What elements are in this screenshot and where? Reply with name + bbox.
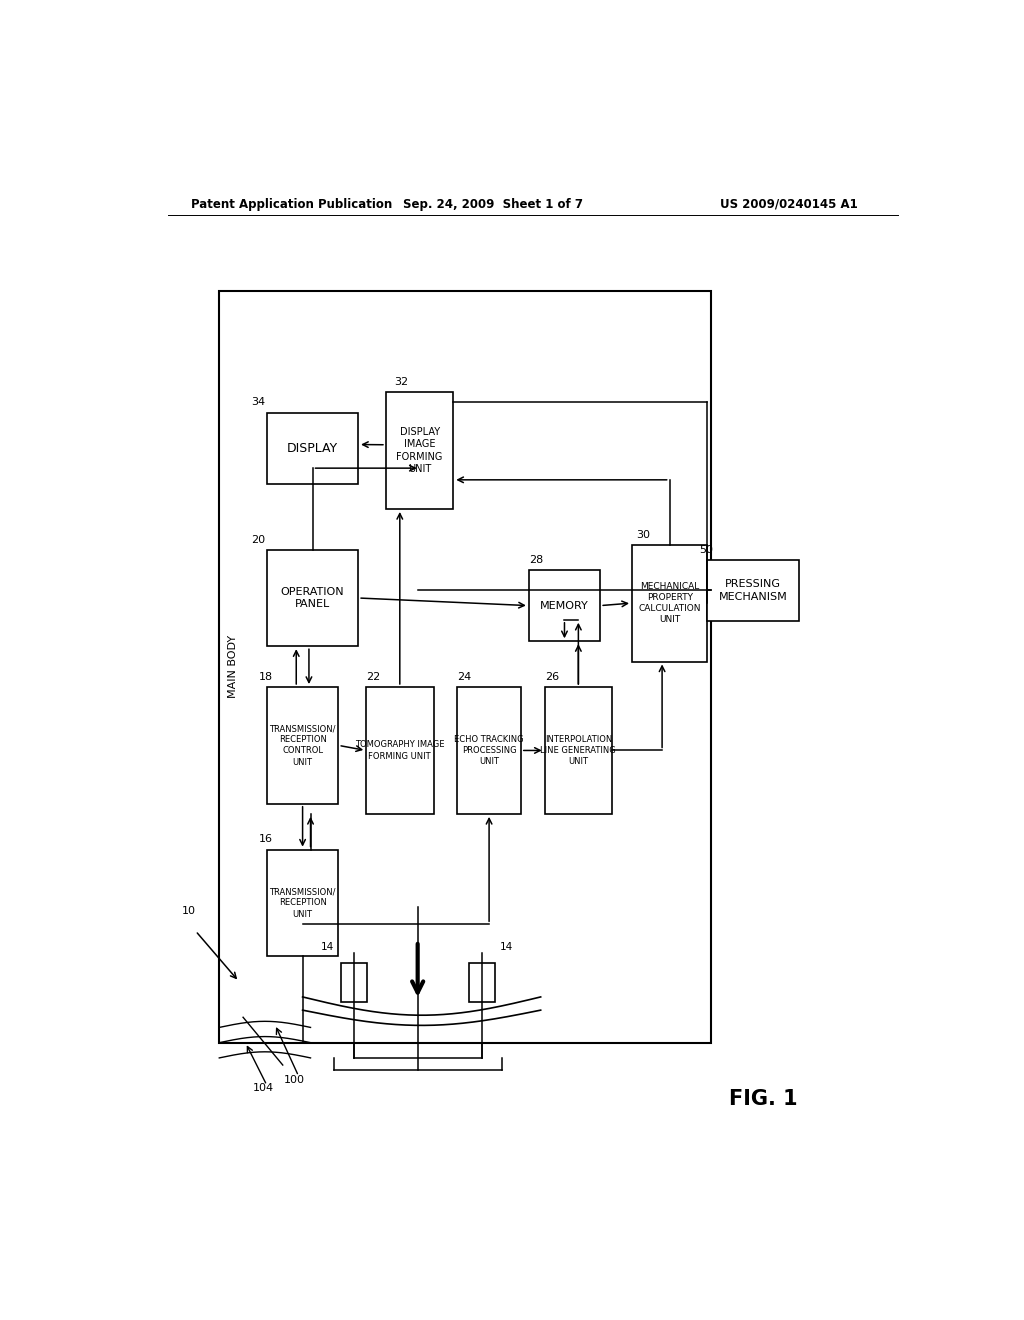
Bar xyxy=(528,570,600,642)
Text: TRANSMISSION/
RECEPTION
UNIT: TRANSMISSION/ RECEPTION UNIT xyxy=(269,887,336,919)
Text: 16: 16 xyxy=(259,834,273,845)
Text: INTERPOLATION
LINE GENERATING
UNIT: INTERPOLATION LINE GENERATING UNIT xyxy=(541,735,616,766)
Bar xyxy=(267,549,358,647)
Text: 32: 32 xyxy=(394,378,408,387)
Text: 14: 14 xyxy=(500,942,513,952)
Text: 104: 104 xyxy=(252,1084,273,1093)
Text: TRANSMISSION/
RECEPTION
CONTROL
UNIT: TRANSMISSION/ RECEPTION CONTROL UNIT xyxy=(269,725,336,767)
Bar xyxy=(267,850,338,956)
Text: MEMORY: MEMORY xyxy=(540,601,589,611)
Bar xyxy=(545,686,612,814)
Text: 100: 100 xyxy=(284,1076,305,1085)
Text: DISPLAY
IMAGE
FORMING
UNIT: DISPLAY IMAGE FORMING UNIT xyxy=(396,426,442,474)
Bar xyxy=(367,686,433,814)
Text: 14: 14 xyxy=(321,942,334,952)
Text: 50: 50 xyxy=(699,545,714,554)
Bar xyxy=(219,290,712,1043)
Text: 18: 18 xyxy=(259,672,273,682)
Text: MECHANICAL
PROPERTY
CALCULATION
UNIT: MECHANICAL PROPERTY CALCULATION UNIT xyxy=(638,582,700,624)
Text: 10: 10 xyxy=(182,906,197,916)
Bar xyxy=(708,560,799,620)
Text: FIG. 1: FIG. 1 xyxy=(728,1089,798,1109)
Text: US 2009/0240145 A1: US 2009/0240145 A1 xyxy=(720,198,858,211)
Text: 24: 24 xyxy=(458,672,472,682)
Text: 34: 34 xyxy=(251,397,265,408)
Text: 22: 22 xyxy=(367,672,380,682)
Bar xyxy=(386,392,454,510)
Bar xyxy=(341,964,367,1002)
Text: PRESSING
MECHANISM: PRESSING MECHANISM xyxy=(719,579,787,602)
Text: OPERATION
PANEL: OPERATION PANEL xyxy=(281,587,344,610)
Text: ECHO TRACKING
PROCESSING
UNIT: ECHO TRACKING PROCESSING UNIT xyxy=(455,735,524,766)
Text: Patent Application Publication: Patent Application Publication xyxy=(191,198,393,211)
Text: DISPLAY: DISPLAY xyxy=(287,442,338,454)
Bar xyxy=(469,964,496,1002)
Text: 20: 20 xyxy=(251,535,265,545)
Text: Sep. 24, 2009  Sheet 1 of 7: Sep. 24, 2009 Sheet 1 of 7 xyxy=(403,198,583,211)
Text: 26: 26 xyxy=(545,672,559,682)
Text: 28: 28 xyxy=(528,554,543,565)
Bar xyxy=(632,545,708,661)
Text: TOMOGRAPHY IMAGE
FORMING UNIT: TOMOGRAPHY IMAGE FORMING UNIT xyxy=(355,741,444,760)
Bar xyxy=(267,686,338,804)
Bar xyxy=(458,686,521,814)
Bar xyxy=(267,413,358,483)
Text: 30: 30 xyxy=(636,529,650,540)
Text: MAIN BODY: MAIN BODY xyxy=(227,635,238,698)
